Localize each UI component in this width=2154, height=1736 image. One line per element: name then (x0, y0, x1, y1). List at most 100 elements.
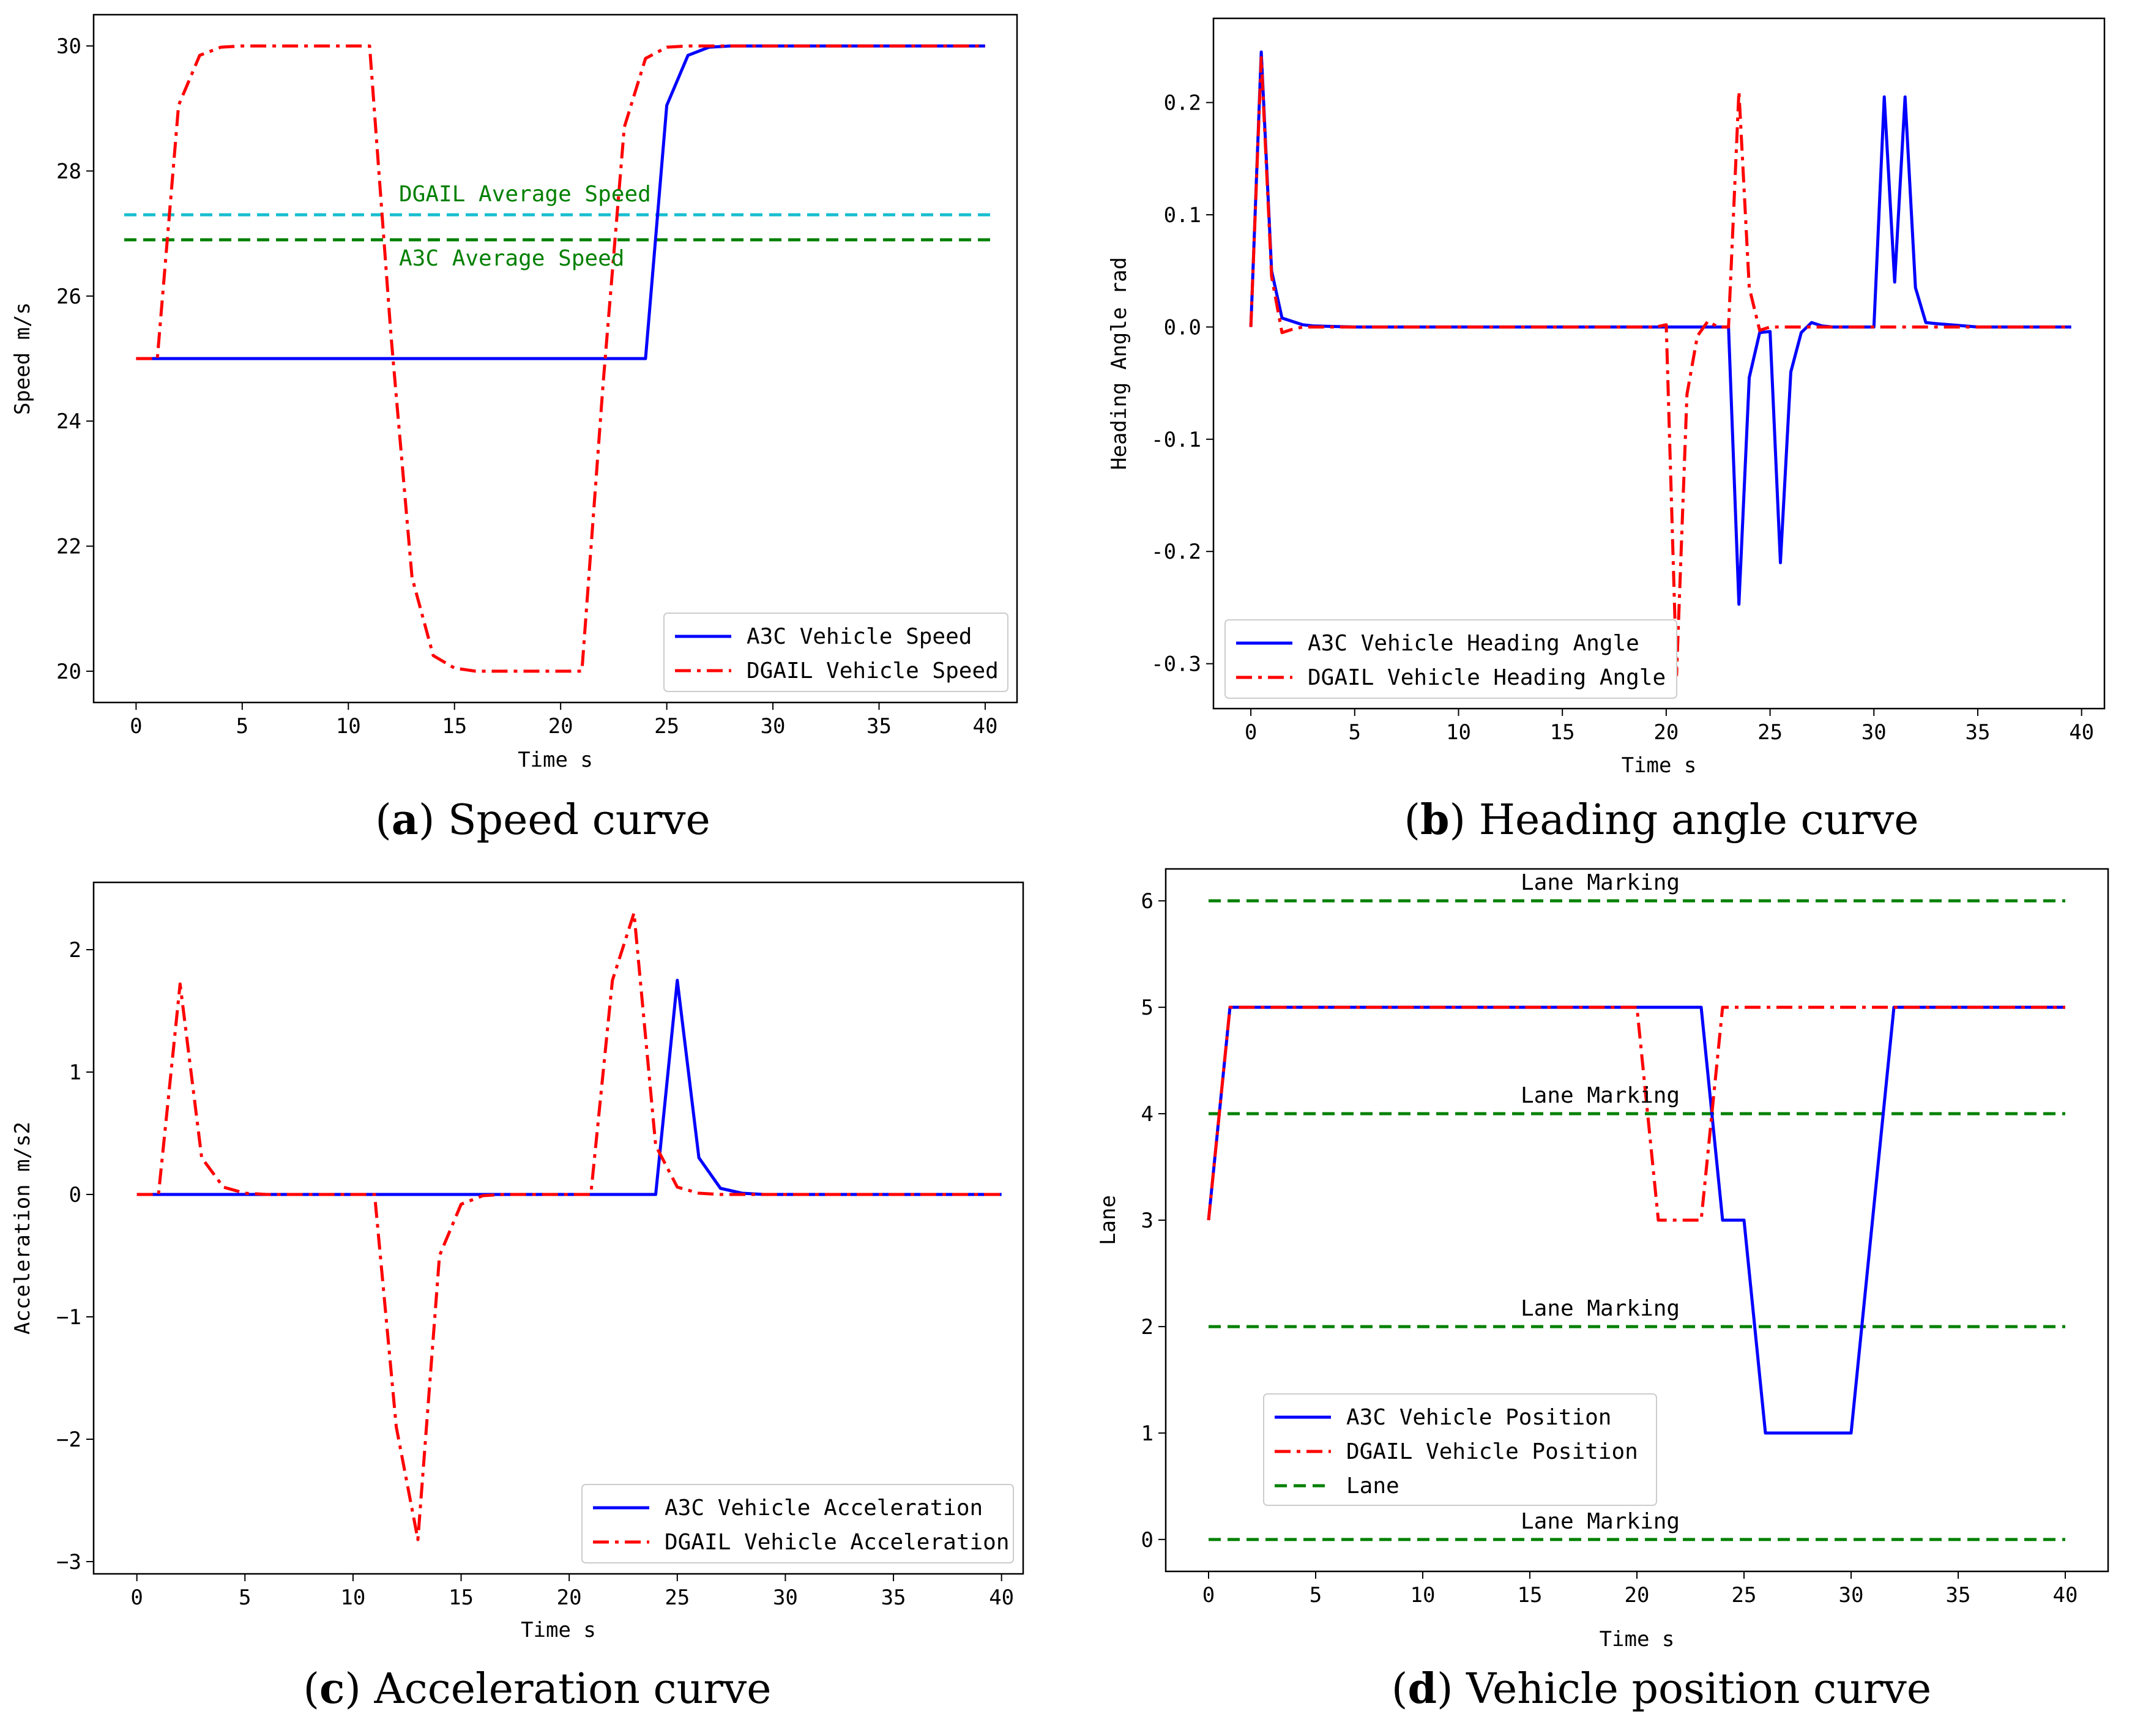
legend: A3C Vehicle Speed DGAIL Vehicle Speed (663, 613, 1008, 692)
x-tick-label: 15 (449, 1585, 474, 1610)
y-tick-label: 22 (56, 535, 81, 559)
x-tick-label: 35 (1946, 1583, 1971, 1607)
legend-box (581, 1484, 1014, 1563)
axes-frame (1165, 868, 2109, 1573)
x-tick-label: 25 (654, 714, 679, 739)
x-tick-label: 5 (236, 714, 248, 739)
y-tick-label: −2 (56, 1428, 81, 1452)
axes-frame (92, 13, 1018, 704)
caption-c: (c) Acceleration curve (303, 1664, 772, 1713)
y-tick-label: 2 (69, 938, 81, 963)
x-tick-label: 25 (1757, 720, 1783, 745)
y-tick-label: 1 (1141, 1421, 1153, 1446)
y-tick-label: 0.0 (1164, 315, 1201, 340)
legend: A3C Vehicle Acceleration DGAIL Vehicle Ac… (581, 1484, 1014, 1563)
x-axis-label: Time s (518, 748, 593, 772)
x-tick-label: 10 (1411, 1583, 1436, 1607)
legend-label: A3C Vehicle Position (1346, 1405, 1611, 1430)
x-tick-label: 0 (130, 714, 142, 739)
x-axis-label: Time s (1622, 753, 1697, 778)
x-tick-label: 25 (1732, 1583, 1757, 1607)
y-tick-label: -0.3 (1151, 652, 1201, 677)
y-tick-label: -0.2 (1151, 540, 1201, 564)
axes-frame (92, 881, 1024, 1575)
series-line (136, 978, 1002, 1196)
x-tick-label: 15 (442, 714, 467, 739)
x-tick-label: 30 (1839, 1583, 1864, 1607)
y-tick-label: 30 (56, 34, 81, 59)
y-tick-label: −1 (56, 1305, 81, 1330)
series-line (1207, 1005, 2065, 1222)
x-tick-label: 10 (1446, 720, 1471, 745)
y-axis-label: Speed m/s (10, 302, 35, 415)
series-line (136, 44, 985, 673)
y-tick-label: 3 (1141, 1209, 1153, 1233)
legend: A3C Vehicle Heading Angle DGAIL Vehicle H… (1224, 619, 1677, 699)
series-line (1249, 56, 2071, 677)
y-tick-label: −3 (56, 1550, 81, 1574)
y-tick-label: 0.2 (1164, 91, 1201, 116)
series-line (1249, 50, 2071, 606)
legend-box (1224, 619, 1677, 699)
caption-b: (b) Heading angle curve (1404, 795, 1919, 844)
chart-b: 0 5 10 15 20 25 30 35 40 -0.3 -0.2 -0.1 0.0 0.1 0.2 Tim… (1107, 17, 2106, 778)
reference-line-label: Lane Marking (1521, 1509, 1680, 1534)
y-axis-label: Acceleration m/s2 (10, 1122, 35, 1335)
x-tick-label: 30 (761, 714, 786, 739)
x-tick-label: 5 (239, 1585, 251, 1610)
caption-d: (d) Vehicle position curve (1391, 1664, 1932, 1713)
y-tick-label: 1 (69, 1060, 81, 1085)
y-tick-label: 6 (1141, 889, 1153, 914)
y-tick-label: 26 (56, 285, 81, 309)
x-tick-label: 15 (1550, 720, 1575, 745)
x-tick-label: 0 (1245, 720, 1257, 745)
x-tick-label: 10 (336, 714, 361, 739)
legend-label: DGAIL Vehicle Position (1346, 1439, 1638, 1464)
series-line (136, 911, 1002, 1541)
plot-area (1249, 50, 2071, 677)
y-tick-label: 2 (1141, 1315, 1153, 1339)
x-tick-label: 40 (2069, 720, 2094, 745)
axes-frame (1212, 17, 2106, 710)
caption-a: (a) Speed curve (375, 795, 710, 844)
x-tick-label: 5 (1310, 1583, 1322, 1607)
legend-label: DGAIL Vehicle Speed (747, 658, 999, 684)
y-tick-label: 24 (56, 409, 81, 434)
x-tick-label: 20 (557, 1585, 582, 1610)
legend-label: A3C Vehicle Acceleration (665, 1496, 983, 1521)
x-tick-label: 40 (2053, 1583, 2078, 1607)
y-tick-label: 0 (1141, 1528, 1153, 1552)
legend-label: DGAIL Vehicle Acceleration (665, 1530, 1010, 1555)
series-line (1207, 1005, 2065, 1435)
x-axis-label: Time s (521, 1618, 596, 1642)
y-tick-label: 4 (1141, 1102, 1153, 1127)
x-tick-label: 30 (1861, 720, 1887, 745)
x-tick-label: 0 (1202, 1583, 1215, 1607)
chart-d: 0 5 10 15 20 25 30 35 40 0 1 2 3 4 5 6 Time s Lane Lane Ma… (1096, 868, 2109, 1652)
reference-line-label: A3C Average Speed (399, 246, 624, 271)
legend-box (663, 613, 1008, 692)
x-tick-label: 25 (665, 1585, 690, 1610)
x-tick-label: 30 (773, 1585, 798, 1610)
plot-area (124, 44, 993, 673)
y-tick-label: 0 (69, 1183, 81, 1207)
x-tick-label: 20 (548, 714, 573, 739)
x-tick-label: 10 (340, 1585, 365, 1610)
reference-line-label: Lane Marking (1521, 870, 1680, 895)
chart-c: 0 5 10 15 20 25 30 35 40 −3 −2 −1 0 1 2 Time s Accelerat… (10, 881, 1024, 1642)
x-tick-label: 40 (989, 1585, 1014, 1610)
legend-label: A3C Vehicle Speed (747, 624, 972, 649)
x-axis-label: Time s (1600, 1627, 1675, 1652)
legend-label: A3C Vehicle Heading Angle (1308, 631, 1639, 656)
legend-label: DGAIL Vehicle Heading Angle (1308, 665, 1666, 690)
y-tick-label: 0.1 (1164, 203, 1201, 228)
legend-label: Lane (1346, 1473, 1399, 1499)
x-tick-label: 15 (1518, 1583, 1543, 1607)
y-tick-label: 20 (56, 660, 81, 684)
x-tick-label: 20 (1653, 720, 1679, 745)
x-tick-label: 40 (972, 714, 997, 739)
reference-line-label: DGAIL Average Speed (399, 182, 651, 207)
y-tick-label: 5 (1141, 996, 1153, 1020)
legend-box (1263, 1393, 1657, 1506)
